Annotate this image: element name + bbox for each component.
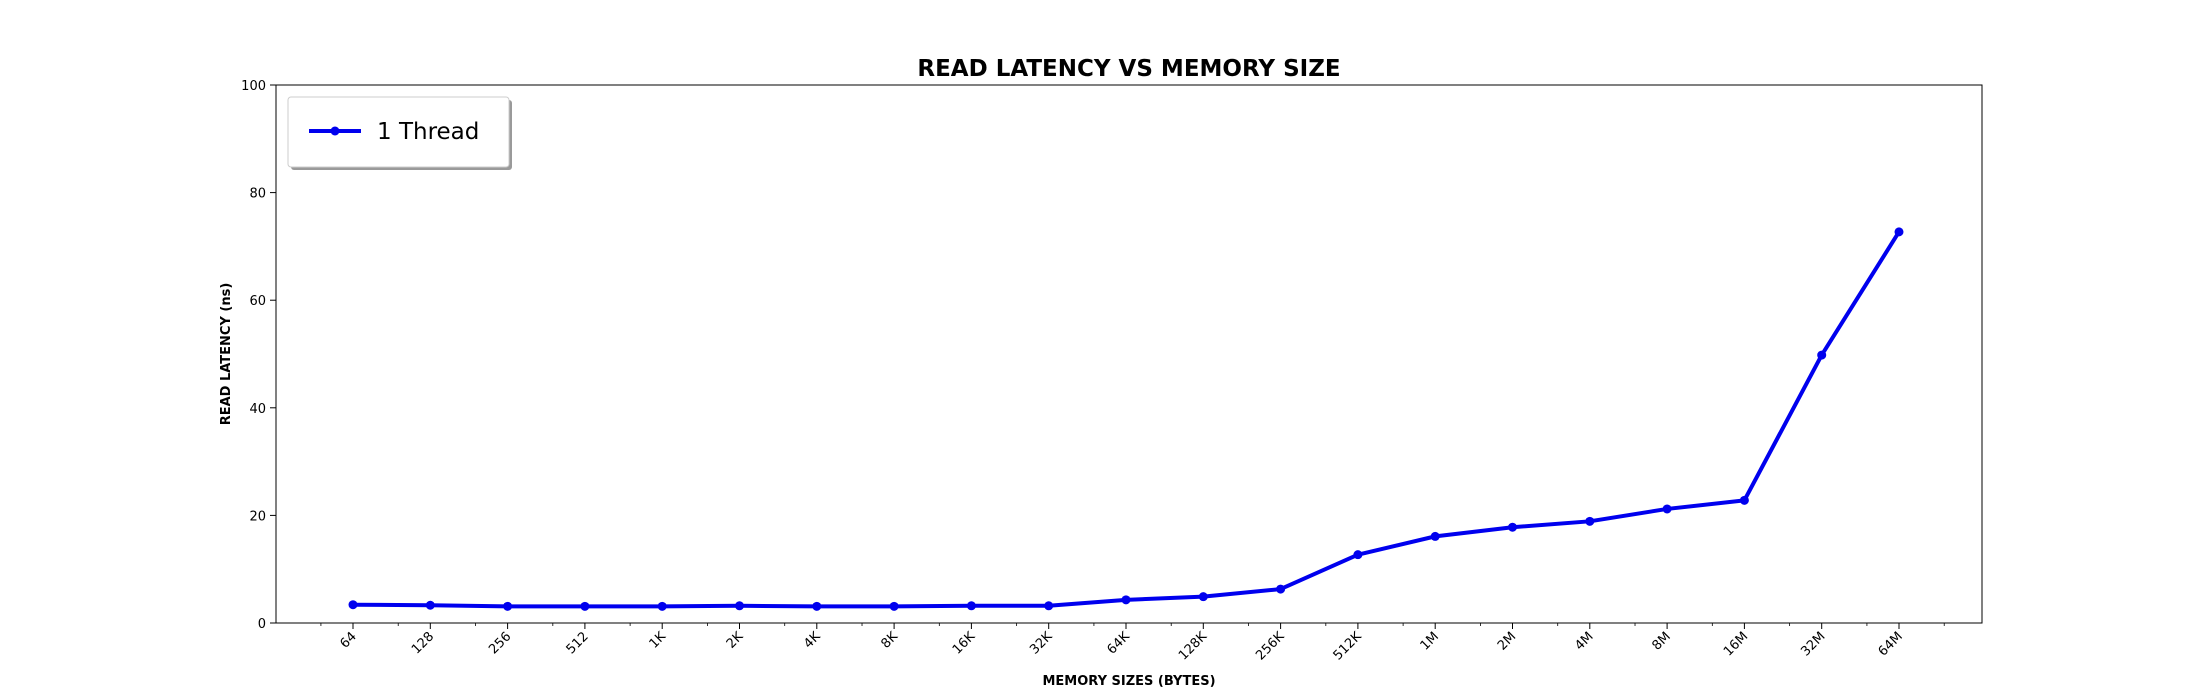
legend-series-label: 1 Thread bbox=[377, 119, 479, 145]
x-tick-label: 1M bbox=[1418, 629, 1442, 653]
data-point[interactable] bbox=[425, 600, 435, 610]
data-point[interactable] bbox=[503, 601, 513, 611]
data-point[interactable] bbox=[1198, 592, 1208, 602]
series-layer bbox=[348, 227, 1904, 611]
data-point[interactable] bbox=[1508, 522, 1517, 532]
data-point[interactable] bbox=[1353, 550, 1363, 560]
plot-area bbox=[275, 84, 1983, 624]
chart-title: READ LATENCY VS MEMORY SIZE bbox=[917, 56, 1340, 82]
data-point[interactable] bbox=[657, 601, 667, 611]
x-tick-label: 256 bbox=[486, 629, 514, 657]
y-tick-label: 40 bbox=[249, 402, 266, 417]
data-point[interactable] bbox=[1662, 504, 1672, 514]
y-tick-label: 60 bbox=[249, 294, 266, 309]
data-point[interactable] bbox=[1276, 584, 1286, 594]
x-tick-label: 512 bbox=[564, 629, 592, 657]
x-tick-label: 2K bbox=[724, 629, 747, 652]
x-tick-label: 32K bbox=[1027, 629, 1056, 658]
legend-series-marker bbox=[330, 126, 340, 136]
y-axis: 0 20 40 60 80 100 bbox=[241, 79, 276, 632]
y-tick-label: 80 bbox=[249, 187, 266, 202]
x-tick-label: 128 bbox=[409, 629, 437, 657]
series-line bbox=[351, 229, 1901, 609]
data-point[interactable] bbox=[812, 601, 822, 611]
data-point[interactable] bbox=[735, 601, 744, 611]
x-tick-label: 8K bbox=[878, 629, 901, 652]
data-point[interactable] bbox=[1430, 531, 1440, 541]
x-axis-title: MEMORY SIZES (BYTES) bbox=[1042, 674, 1215, 689]
data-point[interactable] bbox=[1585, 516, 1595, 526]
x-tick-label: 256K bbox=[1253, 629, 1288, 664]
x-tick-label: 64 bbox=[338, 629, 360, 651]
legend[interactable]: 1 Thread bbox=[287, 96, 512, 170]
x-axis: 64 128 256 512 1K 2K 4K 8K 16K 32K 64K 128K 256K 512K… bbox=[320, 623, 1945, 664]
x-tick-label: 4M bbox=[1572, 629, 1596, 653]
y-axis-title: READ LATENCY (ns) bbox=[219, 283, 234, 426]
data-point[interactable] bbox=[1121, 595, 1131, 605]
data-point[interactable] bbox=[1894, 227, 1904, 237]
x-tick-label: 16K bbox=[950, 629, 979, 658]
data-point[interactable] bbox=[966, 601, 976, 611]
x-tick-label: 64K bbox=[1104, 629, 1133, 658]
y-tick-label: 20 bbox=[249, 509, 266, 524]
x-tick-label: 8M bbox=[1650, 629, 1674, 653]
y-tick-label: 0 bbox=[258, 617, 266, 632]
legend-box bbox=[287, 96, 510, 168]
x-tick-label: 2M bbox=[1495, 629, 1519, 653]
data-point[interactable] bbox=[1817, 350, 1827, 360]
x-tick-label: 512K bbox=[1331, 629, 1366, 664]
x-tick-label: 16M bbox=[1721, 629, 1751, 659]
data-point[interactable] bbox=[1044, 601, 1054, 611]
x-tick-label: 128K bbox=[1176, 629, 1211, 664]
x-tick-label: 64M bbox=[1876, 629, 1906, 659]
data-point[interactable] bbox=[889, 601, 899, 611]
x-tick-label: 1K bbox=[647, 629, 670, 652]
x-tick-label: 32M bbox=[1798, 629, 1828, 659]
data-point[interactable] bbox=[348, 600, 358, 610]
data-point[interactable] bbox=[580, 601, 590, 611]
x-tick-label: 4K bbox=[801, 629, 824, 652]
data-point[interactable] bbox=[1739, 495, 1749, 505]
y-tick-label: 100 bbox=[241, 79, 266, 94]
